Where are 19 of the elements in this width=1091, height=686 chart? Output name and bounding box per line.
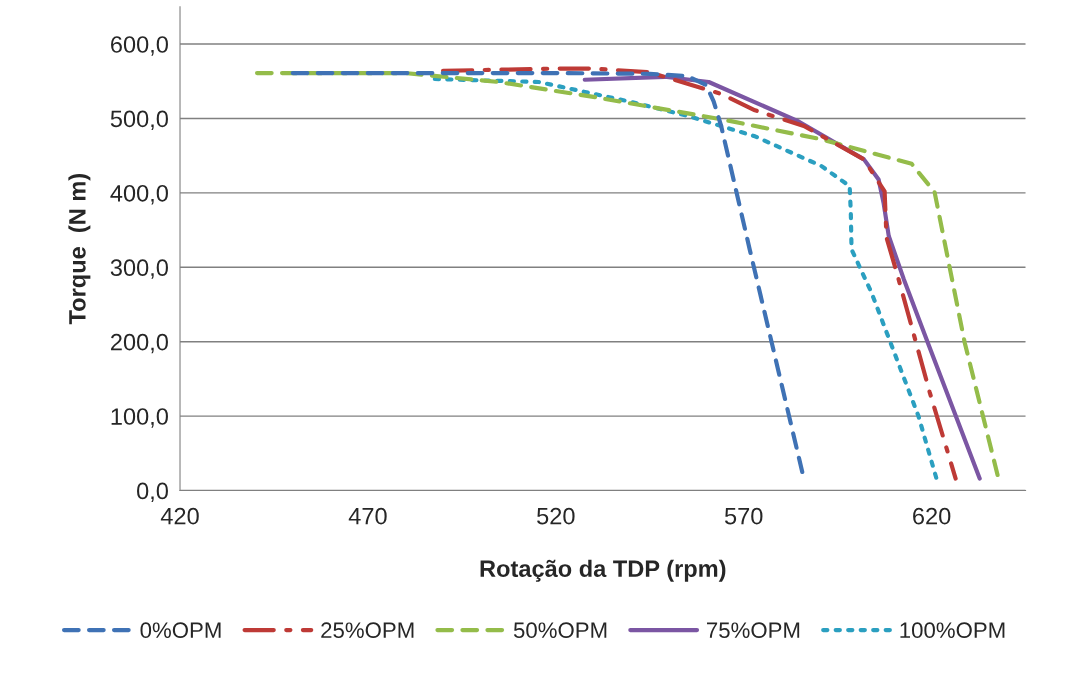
y-tick-label: 300,0 xyxy=(110,259,168,279)
legend-label: 50%OPM xyxy=(513,622,607,639)
y-tick-label: 500,0 xyxy=(110,110,168,131)
x-tick-label: 520 xyxy=(537,507,575,525)
y-tick-label: 600,0 xyxy=(111,36,168,56)
y-axis-title: Torque (N m) xyxy=(68,173,91,325)
legend-label: 25%OPM xyxy=(321,622,414,639)
x-axis-title: Rotação da TDP (rpm) xyxy=(480,559,726,582)
y-tick-label: 400,0 xyxy=(110,184,168,205)
y-tick-label: 200,0 xyxy=(111,333,168,354)
x-tick-label: 470 xyxy=(348,507,387,525)
y-tick-label: 0,0 xyxy=(137,482,168,503)
legend-label: 100%OPM xyxy=(900,622,1005,639)
x-tick-label: 620 xyxy=(913,507,951,525)
x-tick-label: 420 xyxy=(160,507,199,525)
legend-label: 75%OPM xyxy=(707,622,800,639)
y-tick-label: 100,0 xyxy=(111,408,168,428)
x-tick-label: 570 xyxy=(724,507,763,525)
legend-label: 0%OPM xyxy=(140,622,221,639)
